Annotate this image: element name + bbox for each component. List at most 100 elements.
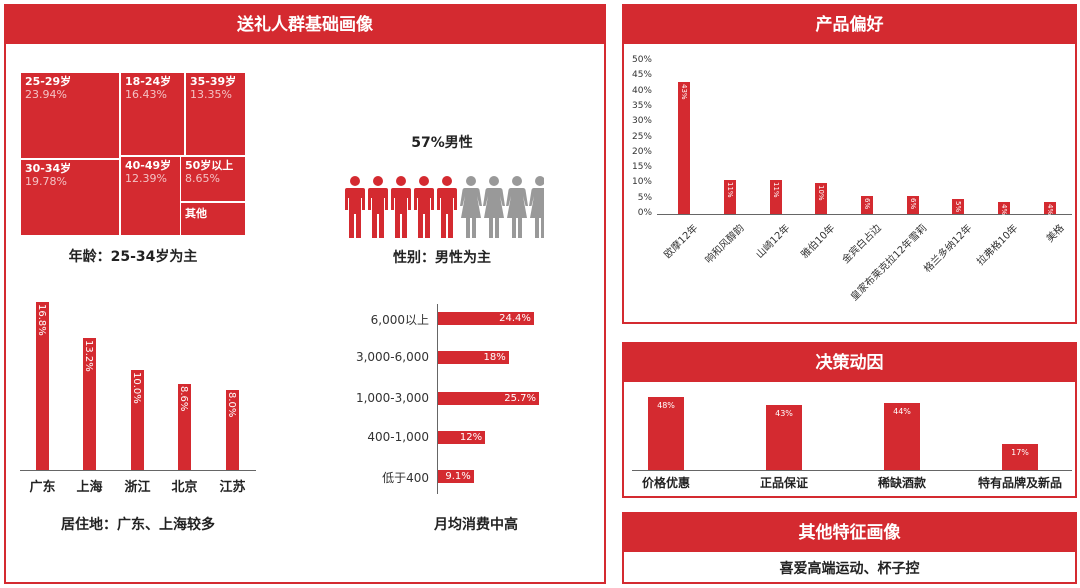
product-bar-label: 11% [726,182,734,198]
decision-x-label: 正品保证 [759,476,808,490]
spending-bar: 18% [438,351,509,364]
treemap-cell: 25-29岁 23.94% [20,72,120,159]
residence-bar-label: 10.0% [131,372,142,404]
product-bar [952,198,964,214]
residence-caption: 居住地：广东、上海较多 [61,517,215,533]
y-tick-label: 10% [631,177,652,188]
product-bar [815,183,827,214]
treemap-cell: 30-34岁 19.78% [20,159,120,236]
residence-x-label: 上海 [76,480,103,495]
spending-bar: 25.7% [438,392,539,405]
residence-bar-label: 8.6% [178,386,189,412]
decision-bar-label: 48% [657,401,675,410]
spending-bar: 24.4% [438,312,534,325]
product-bar-label: 4% [1000,203,1008,215]
product-bar [1044,201,1056,214]
decision-bar: 44% [884,403,920,470]
male-icon [437,176,457,238]
product-preference-title: 产品偏好 [624,6,1075,44]
basic-profile-title: 送礼人群基础画像 [6,6,604,44]
product-axis [657,214,1072,215]
male-icon [345,176,365,238]
y-tick-label: 25% [631,131,652,142]
product-x-label: 雅伯10年 [799,222,838,261]
product-x-label: 欧摩12年 [662,222,701,261]
spending-category-label: 6,000以上 [370,313,429,327]
product-bar [724,180,736,214]
female-icon [483,176,505,238]
decision-bar: 48% [648,397,684,470]
treemap-cell: 50岁以上 8.65% [180,156,246,202]
product-preference-panel: 产品偏好 50% 45% 40% 35% 30% 25% 20% 15% 10% 5% 0% 43% 欧… [622,4,1077,324]
gender-headline: 57%男性 [411,135,473,151]
spending-category-label: 3,000-6,000 [355,350,429,364]
y-tick-label: 40% [631,85,652,96]
residence-x-label: 广东 [29,480,56,495]
other-features-panel: 其他特征画像 喜爱高端运动、杯子控 [622,512,1077,584]
y-tick-label: 30% [631,116,652,127]
basic-profile-panel: 送礼人群基础画像 25-29岁 23.94% 30-34岁 19.78% 18-… [4,4,606,584]
spending-bar-label: 12% [459,432,483,443]
y-tick-label: 0% [637,208,652,218]
spending-category-label: 低于400 [382,471,429,485]
treemap-cell: 40-49岁 12.39% [120,156,185,236]
female-icon [460,176,482,238]
product-x-label: 拉弗格10年 [975,222,1021,268]
spending-caption: 月均消费中高 [434,517,518,533]
residence-bar-label: 16.8% [36,304,47,336]
product-bar-label: 11% [772,182,780,198]
product-x-label: 美格 [1044,222,1067,245]
product-bar-label: 6% [909,197,917,209]
decision-x-label: 价格优惠 [641,476,690,490]
residence-bar-label: 8.0% [226,392,237,418]
product-bar [907,195,919,214]
y-tick-label: 45% [631,70,652,81]
product-bar [678,82,690,214]
spending-category-label: 400-1,000 [367,430,429,444]
gender-caption: 性别：男性为主 [393,250,491,266]
residence-bar [226,390,239,470]
residence-x-label: 江苏 [219,480,246,495]
product-x-label: 金宾白占边 [840,222,884,266]
decision-x-label: 特有品牌及新品 [977,476,1062,490]
spending-axis [437,304,438,494]
spending-category-label: 1,000-3,000 [355,391,429,405]
female-icon [529,176,544,238]
treemap-cell: 其他 [180,202,246,236]
decision-axis [632,470,1072,471]
product-bar-label: 5% [954,200,962,212]
treemap-cell: 18-24岁 16.43% [120,72,185,156]
residence-x-label: 浙江 [124,480,151,495]
gender-people [345,176,544,238]
spending-bar-label: 9.1% [445,471,471,482]
male-icon [414,176,434,238]
product-bar-label: 6% [863,197,871,209]
product-x-label: 响和风醇韵 [703,222,747,266]
spending-bar-label: 24.4% [499,313,531,324]
product-bar [770,180,782,214]
spending-bar: 9.1% [438,470,474,483]
residence-axis [20,470,256,471]
other-features-title: 其他特征画像 [624,514,1075,552]
y-tick-label: 50% [631,55,652,65]
residence-bar [83,338,96,470]
female-icon [506,176,528,238]
decision-bar: 43% [766,404,802,470]
decision-bar-label: 44% [893,407,911,417]
decision-factors-panel: 决策动因 48% 价格优惠 43% 正品保证 44% 稀缺酒款 17% 特有品牌及新品 [622,342,1077,498]
decision-bar-label: 43% [775,408,793,418]
residence-bar [178,384,191,470]
y-tick-label: 15% [631,162,652,173]
treemap-cell: 35-39岁 13.35% [185,72,246,156]
decision-factors-title: 决策动因 [624,344,1075,382]
spending-bar: 12% [438,431,486,444]
decision-bar: 17% [1002,444,1038,470]
male-icon [391,176,411,238]
residence-bar [36,302,49,470]
y-tick-label: 5% [637,192,652,203]
y-tick-label: 35% [631,100,652,111]
product-bar-label: 43% [680,84,688,100]
decision-x-label: 稀缺酒款 [877,476,926,490]
male-icon [368,176,388,238]
residence-bar [131,370,144,470]
